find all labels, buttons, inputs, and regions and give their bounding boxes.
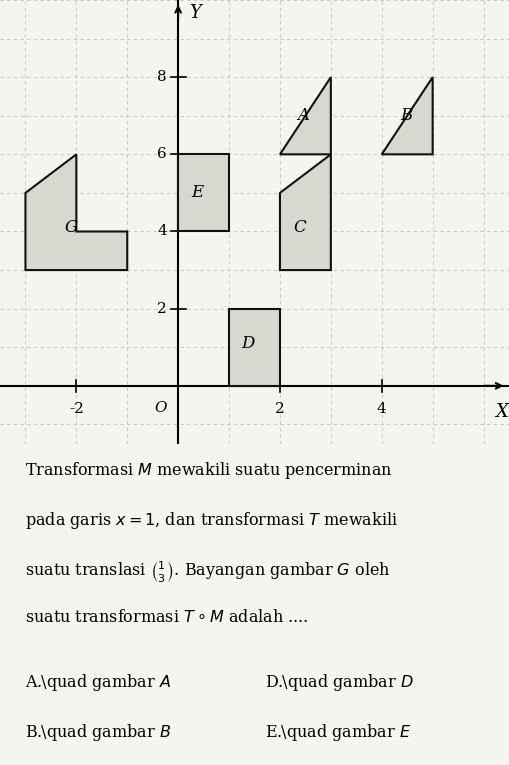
Text: D.\quad gambar $D$: D.\quad gambar $D$ (265, 672, 413, 693)
Polygon shape (178, 155, 229, 232)
Text: A: A (297, 107, 309, 124)
Text: 4: 4 (157, 224, 167, 239)
Text: E.\quad gambar $E$: E.\quad gambar $E$ (265, 721, 411, 743)
Polygon shape (25, 155, 127, 270)
Polygon shape (229, 308, 280, 386)
Text: pada garis $x=1$, dan transformasi $T$ mewakili: pada garis $x=1$, dan transformasi $T$ m… (25, 509, 399, 531)
Text: A.\quad gambar $A$: A.\quad gambar $A$ (25, 672, 172, 693)
Text: B: B (400, 107, 412, 124)
Text: C: C (293, 219, 306, 236)
Text: O: O (154, 402, 167, 415)
Text: G: G (65, 219, 78, 236)
Polygon shape (280, 77, 331, 155)
Text: B.\quad gambar $B$: B.\quad gambar $B$ (25, 721, 172, 743)
Text: X: X (495, 403, 508, 422)
Text: suatu transformasi $T \circ M$ adalah ....: suatu transformasi $T \circ M$ adalah ..… (25, 609, 309, 627)
Text: 2: 2 (157, 301, 167, 316)
Text: -2: -2 (69, 402, 84, 416)
Polygon shape (382, 77, 433, 155)
Text: 6: 6 (157, 148, 167, 161)
Text: 4: 4 (377, 402, 387, 416)
Text: suatu translasi $\binom{1}{3}$. Bayangan gambar $G$ oleh: suatu translasi $\binom{1}{3}$. Bayangan… (25, 559, 391, 584)
Polygon shape (280, 155, 331, 270)
Text: D: D (242, 335, 255, 352)
Text: Transformasi $M$ mewakili suatu pencerminan: Transformasi $M$ mewakili suatu pencermi… (25, 460, 393, 480)
Text: 8: 8 (157, 70, 167, 84)
Text: 2: 2 (275, 402, 285, 416)
Text: E: E (191, 184, 204, 201)
Text: Y: Y (189, 4, 201, 22)
